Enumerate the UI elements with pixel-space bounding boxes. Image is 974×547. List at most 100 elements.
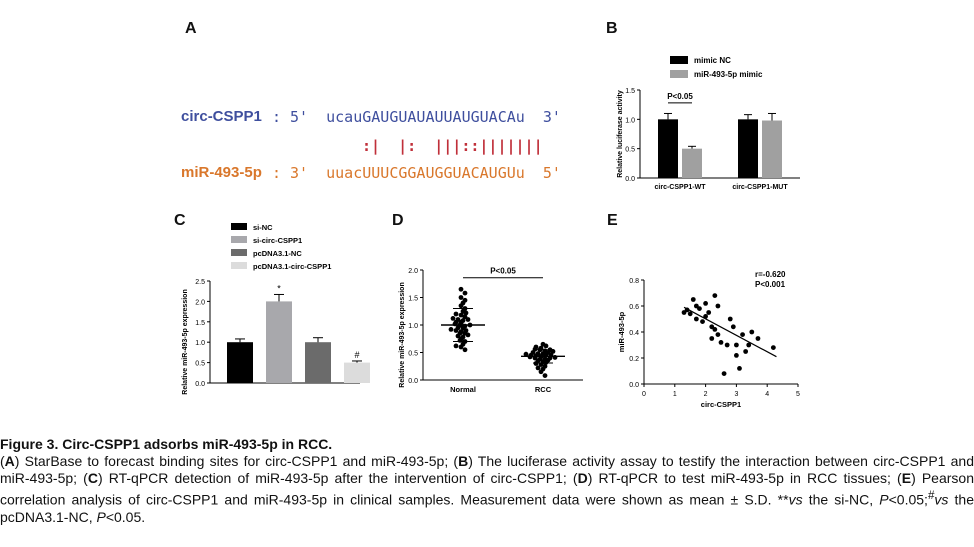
bar [738, 119, 758, 178]
correlation-p: P<0.001 [755, 280, 786, 289]
data-point [542, 363, 548, 369]
data-point [730, 324, 736, 330]
data-point [462, 290, 468, 296]
mir-label: miR-493-5p [181, 164, 262, 181]
mir-colon: : [272, 164, 282, 182]
significance-label: P<0.05 [667, 92, 693, 101]
data-point [718, 340, 724, 345]
y-tick-label: 1.5 [195, 320, 205, 327]
y-tick-label: 1.0 [625, 117, 635, 124]
y-tick-label: 1.0 [408, 323, 418, 330]
data-point [690, 297, 696, 302]
y-tick-label: 2.0 [408, 268, 418, 275]
legend-label: pcDNA3.1-NC [253, 249, 302, 258]
panel-c-chart: 0.0 0.5 1.0 1.5 2.0 2.5 Relative miR-493-5p ex… [182, 223, 370, 395]
legend-swatch [231, 249, 247, 256]
panel-letter-a: A [185, 20, 197, 37]
y-tick-label: 0.2 [629, 356, 639, 363]
correlation-r: r=-0.620 [755, 270, 786, 279]
data-point [755, 336, 761, 341]
y-axis-label: Relative miR-493-5p expression [182, 289, 189, 394]
mir-sequence: 3' uuacUUUCGGAUGGUACAUGUu 5' [290, 164, 561, 182]
data-point [700, 319, 705, 324]
legend-label: si-NC [253, 223, 273, 232]
pairing-line: :| |: |||::||||||| [362, 137, 543, 155]
panel-e-chart: 0.0 0.2 0.4 0.6 0.8 0 1 2 3 4 5 circ-CSPP1 miR-493-5… [617, 270, 800, 409]
data-point [706, 310, 712, 315]
significance-marker: # [354, 350, 359, 360]
bar [344, 362, 370, 383]
data-point [535, 351, 541, 356]
y-tick-label: 0.5 [408, 351, 418, 358]
bar [266, 301, 292, 383]
x-tick-label: circ-CSPP1-WT [655, 184, 707, 191]
data-point [462, 314, 468, 320]
y-axis-label: Relative miR-493-5p expression [399, 282, 406, 387]
data-point [727, 316, 733, 322]
caption-title: Figure 3. Circ-CSPP1 adsorbs miR-493-5p … [0, 436, 333, 452]
y-tick-label: 0.0 [195, 381, 205, 388]
data-point [462, 347, 468, 353]
data-point [540, 341, 546, 347]
y-tick-label: 0.0 [625, 176, 635, 183]
data-point [734, 353, 739, 358]
legend-label: mimic NC [694, 56, 731, 65]
data-point [734, 342, 739, 348]
legend-swatch [670, 56, 688, 64]
data-point [458, 312, 464, 318]
data-point [458, 286, 464, 292]
x-tick-label: 3 [734, 391, 738, 398]
data-point [453, 343, 459, 349]
data-point [450, 316, 456, 321]
caption-body: (A) StarBase to forecast binding sites f… [0, 453, 974, 525]
data-point [737, 366, 742, 371]
legend-label: pcDNA3.1-circ-CSPP1 [253, 262, 331, 271]
y-tick-label: 1.0 [195, 340, 205, 347]
data-point [721, 371, 727, 376]
circ-sequence: 5' ucauGAUGUAUAUUAUGUACAu 3' [290, 108, 561, 126]
y-tick-label: 2.5 [195, 279, 205, 286]
data-point [535, 365, 541, 371]
y-tick-label: 0.5 [195, 361, 205, 368]
data-point [533, 344, 539, 350]
data-point [448, 327, 454, 332]
x-tick-label: 1 [673, 391, 677, 398]
data-point [458, 295, 464, 300]
y-tick-label: 0.0 [629, 382, 639, 389]
y-tick-label: 0.0 [408, 378, 418, 385]
bar [658, 119, 678, 178]
data-point [709, 336, 715, 341]
data-point [770, 345, 776, 350]
x-tick-label: 4 [765, 391, 769, 398]
x-tick-label: Normal [450, 385, 476, 394]
circ-colon: : [272, 108, 282, 126]
x-tick-label: 5 [796, 391, 800, 398]
y-tick-label: 1.5 [625, 88, 635, 95]
x-tick-label: 0 [642, 391, 646, 398]
data-point [687, 311, 693, 317]
data-point [542, 356, 548, 362]
legend-swatch [231, 262, 247, 269]
data-point [724, 342, 730, 348]
data-point [542, 373, 548, 378]
x-tick-label: RCC [535, 385, 552, 394]
bar [305, 342, 331, 383]
x-tick-label: circ-CSPP1-MUT [732, 184, 788, 191]
data-point [697, 306, 702, 311]
data-point [715, 303, 721, 309]
data-point [462, 297, 468, 303]
y-tick-label: 2.0 [195, 299, 205, 306]
data-point [523, 351, 529, 357]
legend-swatch [231, 223, 247, 230]
y-tick-label: 0.8 [629, 278, 639, 285]
x-axis-label: circ-CSPP1 [701, 400, 741, 409]
data-point [458, 329, 464, 334]
regression-line [683, 306, 777, 358]
data-point [703, 301, 708, 306]
significance-label: P<0.05 [490, 267, 516, 276]
x-tick-label: 2 [704, 391, 708, 398]
figure-caption: Figure 3. Circ-CSPP1 adsorbs miR-493-5p … [0, 436, 974, 526]
legend-label: si-circ-CSPP1 [253, 236, 302, 245]
